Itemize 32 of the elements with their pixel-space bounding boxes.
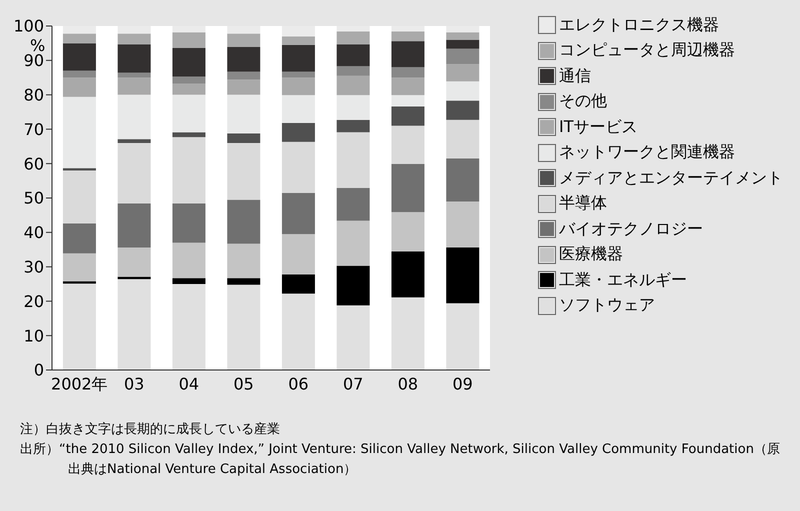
y-tick-label: 20 xyxy=(24,292,44,311)
x-tick-label: 2002年 xyxy=(51,374,108,394)
legend-label: 半導体 xyxy=(559,193,607,214)
text: 注）白抜き文字は長期的に成長している産業 xyxy=(20,421,281,439)
x-tick-label: 08 xyxy=(398,374,418,394)
y-tick-label: 0 xyxy=(34,360,44,380)
legend-label: エレクトロニクス機器 xyxy=(559,14,719,36)
y-tick-label: 80 xyxy=(24,85,44,104)
x-tick-label: 07 xyxy=(342,374,364,394)
x-tick-label: 06 xyxy=(288,374,309,394)
legend-label: 通信 xyxy=(559,66,591,86)
legend-label: その他 xyxy=(559,91,607,112)
y-tick-label: 70 xyxy=(24,120,44,139)
legend-label: ITサービス xyxy=(559,116,638,138)
y-tick-label: 30 xyxy=(24,257,44,276)
x-tick-label: 04 xyxy=(178,374,200,394)
x-tick-label: 05 xyxy=(233,374,254,394)
legend-label: ソフトウェア xyxy=(559,295,655,316)
y-tick-label: 40 xyxy=(24,223,44,242)
legend-label: 医療機器 xyxy=(559,244,623,265)
legend-label: 工業・エネルギー xyxy=(559,270,687,290)
text: 出所）“the 2010 Silicon Valley Index,” Joint Venture: Silicon Valley Network, Silicon Valley Community Foundation（原出典はNational Venture Capital Association） xyxy=(20,441,780,479)
x-tick-label: 09 xyxy=(452,374,473,394)
y-tick-label: 100 xyxy=(13,16,44,36)
x-tick-label: 03 xyxy=(124,374,144,394)
y-tick-label: 60 xyxy=(24,154,44,174)
y-tick-label: 10 xyxy=(24,326,44,346)
legend-label: コンピュータと周辺機器 xyxy=(559,40,735,61)
y-tick-label: 50 xyxy=(24,188,44,208)
text: ネットワークと関連機器 xyxy=(559,142,735,163)
legend-label: バイオテクノロジー xyxy=(559,218,703,240)
legend-label: メディアとエンターテイメント xyxy=(559,168,783,188)
